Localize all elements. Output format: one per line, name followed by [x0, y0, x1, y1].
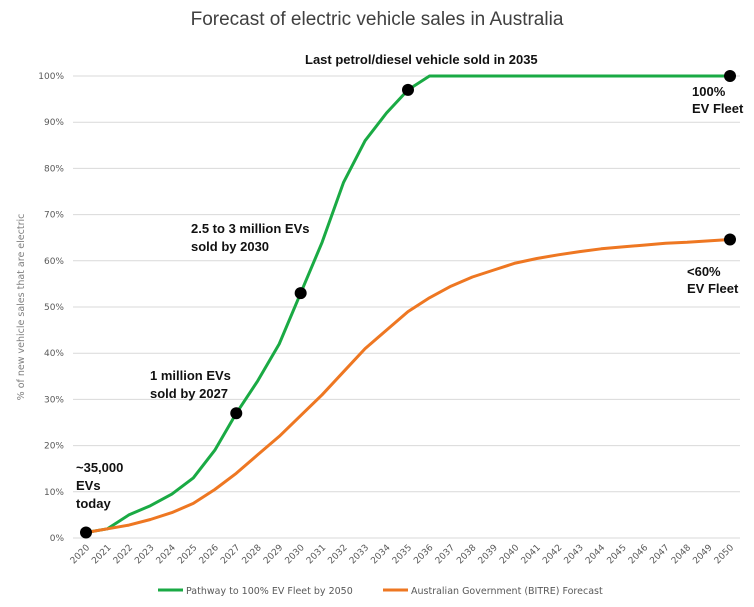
- milestone-marker: [402, 83, 414, 96]
- x-tick-label: 2027: [219, 543, 242, 566]
- series-lines: [84, 74, 732, 534]
- y-tick-label: 10%: [44, 488, 64, 498]
- y-tick-label: 90%: [44, 118, 64, 128]
- x-tick-label: 2047: [648, 543, 671, 566]
- x-tick-label: 2049: [691, 543, 714, 566]
- milestone-markers: [80, 70, 736, 539]
- legend-label-pathway: Pathway to 100% EV Fleet by 2050: [186, 586, 353, 597]
- y-tick-label: 60%: [44, 257, 64, 267]
- y-tick-label: 0%: [50, 534, 65, 544]
- milestone-marker: [80, 526, 92, 539]
- x-tick-label: 2023: [133, 543, 156, 566]
- x-tick-label: 2044: [584, 543, 607, 566]
- y-tick-label: 80%: [44, 164, 64, 174]
- x-tick-label: 2024: [155, 543, 178, 566]
- annotation-today: ~35,000 EVs today: [76, 460, 127, 511]
- x-tick-label: 2038: [455, 543, 478, 566]
- milestone-marker: [724, 233, 736, 246]
- x-tick-label: 2041: [520, 543, 543, 566]
- legend-label-bitre: Australian Government (BITRE) Forecast: [411, 586, 603, 597]
- x-tick-label: 2036: [412, 543, 435, 566]
- milestone-marker: [230, 407, 243, 420]
- y-tick-label: 40%: [44, 349, 64, 359]
- x-tick-label: 2040: [498, 543, 521, 566]
- milestone-marker: [294, 287, 307, 300]
- gridlines: [73, 75, 740, 539]
- y-tick-label: 100%: [38, 72, 64, 82]
- annotation-2035: Last petrol/diesel vehicle sold in 2035: [305, 52, 538, 67]
- x-tick-label: 2033: [348, 543, 371, 566]
- y-tick-label: 70%: [44, 211, 64, 221]
- y-axis-label: % of new vehicle sales that are electric: [16, 214, 27, 401]
- x-tick-label: 2032: [326, 543, 349, 566]
- annotation-full-fleet: 100% EV Fleet: [692, 84, 744, 116]
- x-tick-label: 2039: [477, 543, 500, 566]
- annotation-bitre-fleet: <60% EV Fleet: [687, 264, 739, 296]
- x-tick-label: 2042: [541, 543, 564, 566]
- x-tick-label: 2048: [670, 543, 693, 566]
- annotation-2027: 1 million EVs sold by 2027: [150, 368, 235, 401]
- x-tick-labels: 2020202120222023202420252026202720282029…: [69, 543, 736, 566]
- annotation-2030: 2.5 to 3 million EVs sold by 2030: [191, 221, 313, 254]
- y-tick-labels: 0% 10% 20% 30% 40% 50% 60% 70% 80% 90% 100%: [38, 72, 64, 544]
- x-tick-label: 2045: [606, 543, 629, 566]
- x-tick-label: 2021: [90, 543, 113, 566]
- x-tick-label: 2020: [69, 543, 92, 566]
- x-tick-label: 2046: [627, 543, 650, 566]
- x-tick-label: 2028: [241, 543, 264, 566]
- series-line-bitre: [84, 238, 732, 534]
- legend: Pathway to 100% EV Fleet by 2050 Austral…: [158, 586, 603, 597]
- chart-title: Forecast of electric vehicle sales in Au…: [191, 9, 564, 30]
- y-tick-label: 30%: [44, 395, 64, 405]
- milestone-marker: [724, 70, 736, 82]
- x-tick-label: 2030: [284, 543, 307, 566]
- x-tick-label: 2026: [198, 543, 221, 566]
- series-line-pathway: [84, 74, 732, 534]
- x-tick-label: 2025: [176, 543, 199, 566]
- y-tick-label: 20%: [44, 442, 64, 452]
- x-tick-label: 2037: [434, 543, 457, 566]
- x-tick-label: 2043: [563, 543, 586, 566]
- x-tick-label: 2022: [112, 543, 135, 566]
- x-tick-label: 2034: [369, 543, 392, 566]
- x-tick-label: 2031: [305, 543, 328, 566]
- x-tick-label: 2050: [713, 543, 736, 566]
- x-tick-label: 2035: [391, 543, 414, 566]
- x-tick-label: 2029: [262, 543, 285, 566]
- y-tick-label: 50%: [44, 303, 64, 313]
